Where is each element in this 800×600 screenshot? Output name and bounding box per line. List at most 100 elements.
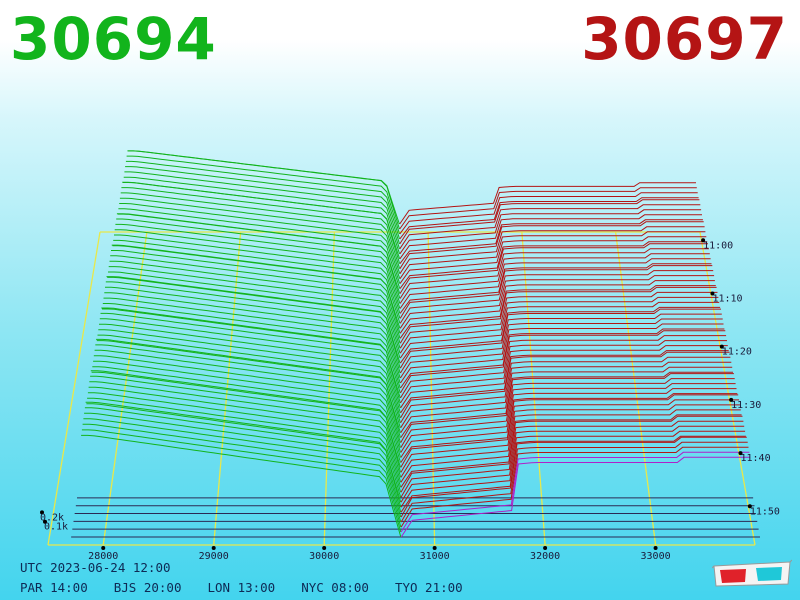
bid-curve-35 [107, 276, 401, 364]
bid-curve-14 [91, 371, 401, 468]
time-tick-label-2: 11:20 [722, 347, 752, 358]
ask-curve-18 [400, 378, 735, 448]
curves-layer [81, 150, 751, 538]
bid-curve-57 [123, 176, 401, 254]
bid-curve-11 [89, 381, 402, 483]
ask-curve-56 [399, 214, 702, 260]
bid-curve-17 [93, 355, 401, 453]
bid-curve-4 [84, 412, 402, 518]
bid-curve-51 [119, 203, 401, 284]
ask-curve-63 [399, 182, 696, 225]
ask-curve-14 [400, 394, 739, 468]
time-tick-label-3: 11:30 [731, 400, 761, 411]
bid-curve-52 [119, 197, 401, 279]
ask-curve-59 [399, 199, 700, 245]
grid-line-x-3 [427, 231, 436, 546]
bid-curve-47 [116, 218, 401, 304]
bid-curve-7 [86, 403, 402, 503]
ask-curve-62 [399, 187, 697, 230]
bid-curve-15 [92, 366, 401, 463]
ask-curve-30 [400, 328, 725, 389]
bid-curve-27 [101, 307, 401, 404]
ask-curve-29 [400, 330, 726, 394]
ask-curve-31 [400, 323, 724, 384]
bid-curve-60 [125, 160, 400, 240]
time-tick-label-4: 11:40 [741, 453, 771, 464]
x-tick-label-4: 32000 [530, 551, 560, 562]
x-tick-dot-5 [653, 546, 658, 550]
x-tick-label-1: 29000 [199, 551, 229, 562]
x-tick-dot-3 [432, 546, 437, 550]
time-tick-dot-1 [710, 291, 715, 296]
bid-curve-37 [108, 266, 401, 354]
time-tick-dot-5 [747, 504, 752, 509]
ask-curve-41 [399, 280, 715, 334]
ask-curve-17 [400, 383, 736, 453]
bid-curve-30 [103, 297, 401, 389]
bid-curve-31 [104, 292, 401, 384]
ask-curve-8 [400, 420, 744, 498]
ask-curve-52 [399, 231, 706, 279]
ask-curve-12 [400, 404, 740, 478]
grid-layer [47, 231, 760, 550]
bid-curve-13 [90, 370, 401, 473]
time-tick-label-0: 11:00 [703, 240, 733, 251]
bid-curve-53 [120, 192, 401, 274]
bid-curve-59 [125, 166, 400, 245]
ask-curve-3 [400, 441, 748, 523]
ask-price: 30697 [581, 5, 788, 73]
bid-curve-29 [102, 303, 401, 394]
bid-curve-36 [108, 271, 401, 359]
bid-curve-1 [81, 429, 402, 533]
ask-curve-26 [400, 345, 728, 409]
bid-curve-62 [127, 150, 400, 230]
ask-curve-61 [399, 192, 698, 235]
ask-curve-38 [399, 291, 718, 349]
bid-curve-8 [87, 397, 402, 498]
bid-curve-41 [111, 244, 401, 334]
ask-curve-54 [399, 221, 704, 269]
time-tick-label-1: 11:10 [712, 293, 742, 304]
x-tick-label-0: 28000 [88, 551, 118, 562]
ask-curve-49 [399, 243, 708, 294]
bid-curve-22 [97, 334, 401, 428]
ask-curve-16 [400, 388, 737, 458]
time-tick-dot-2 [719, 344, 724, 349]
ask-curve-57 [399, 209, 702, 255]
ask-curve-13 [400, 399, 739, 473]
bid-curve-5 [84, 407, 402, 513]
grid-line-x-2 [323, 231, 336, 546]
depth-tick-dot-1 [40, 510, 44, 515]
3d-glasses-icon[interactable] [712, 558, 792, 590]
ask-curve-28 [400, 335, 727, 399]
bid-curve-16 [93, 360, 401, 458]
ask-curve-60 [399, 197, 699, 240]
bid-curve-50 [118, 208, 401, 289]
bid-curve-25 [99, 318, 401, 413]
depth-tick-label-1: 0.2k [40, 512, 64, 523]
ask-curve-20 [400, 371, 733, 438]
bid-curve-45 [114, 229, 401, 314]
bid-curve-0 [81, 434, 402, 538]
bid-price: 30694 [10, 5, 217, 73]
ask-curve-10 [400, 414, 742, 488]
bid-curve-24 [99, 323, 401, 418]
bid-curve-28 [102, 308, 401, 399]
ask-curve-36 [399, 301, 720, 359]
bid-curve-2 [82, 423, 402, 528]
bid-curve-48 [116, 213, 401, 299]
x-tick-dot-4 [543, 546, 548, 550]
ask-curve-34 [399, 308, 721, 369]
bid-curve-12 [90, 375, 402, 478]
time-tick-dot-4 [738, 451, 743, 456]
ask-curve-46 [399, 258, 711, 309]
ask-curve-9 [400, 415, 743, 493]
bid-curve-26 [100, 312, 401, 408]
x-tick-label-5: 33000 [641, 551, 671, 562]
timezone-tyo: TYO 21:00 [394, 580, 463, 595]
ask-curve-45 [399, 263, 712, 314]
bid-curve-33 [105, 281, 401, 374]
bid-curve-40 [111, 250, 401, 339]
ask-curve-1 [400, 451, 750, 533]
x-tick-dot-2 [322, 546, 327, 550]
